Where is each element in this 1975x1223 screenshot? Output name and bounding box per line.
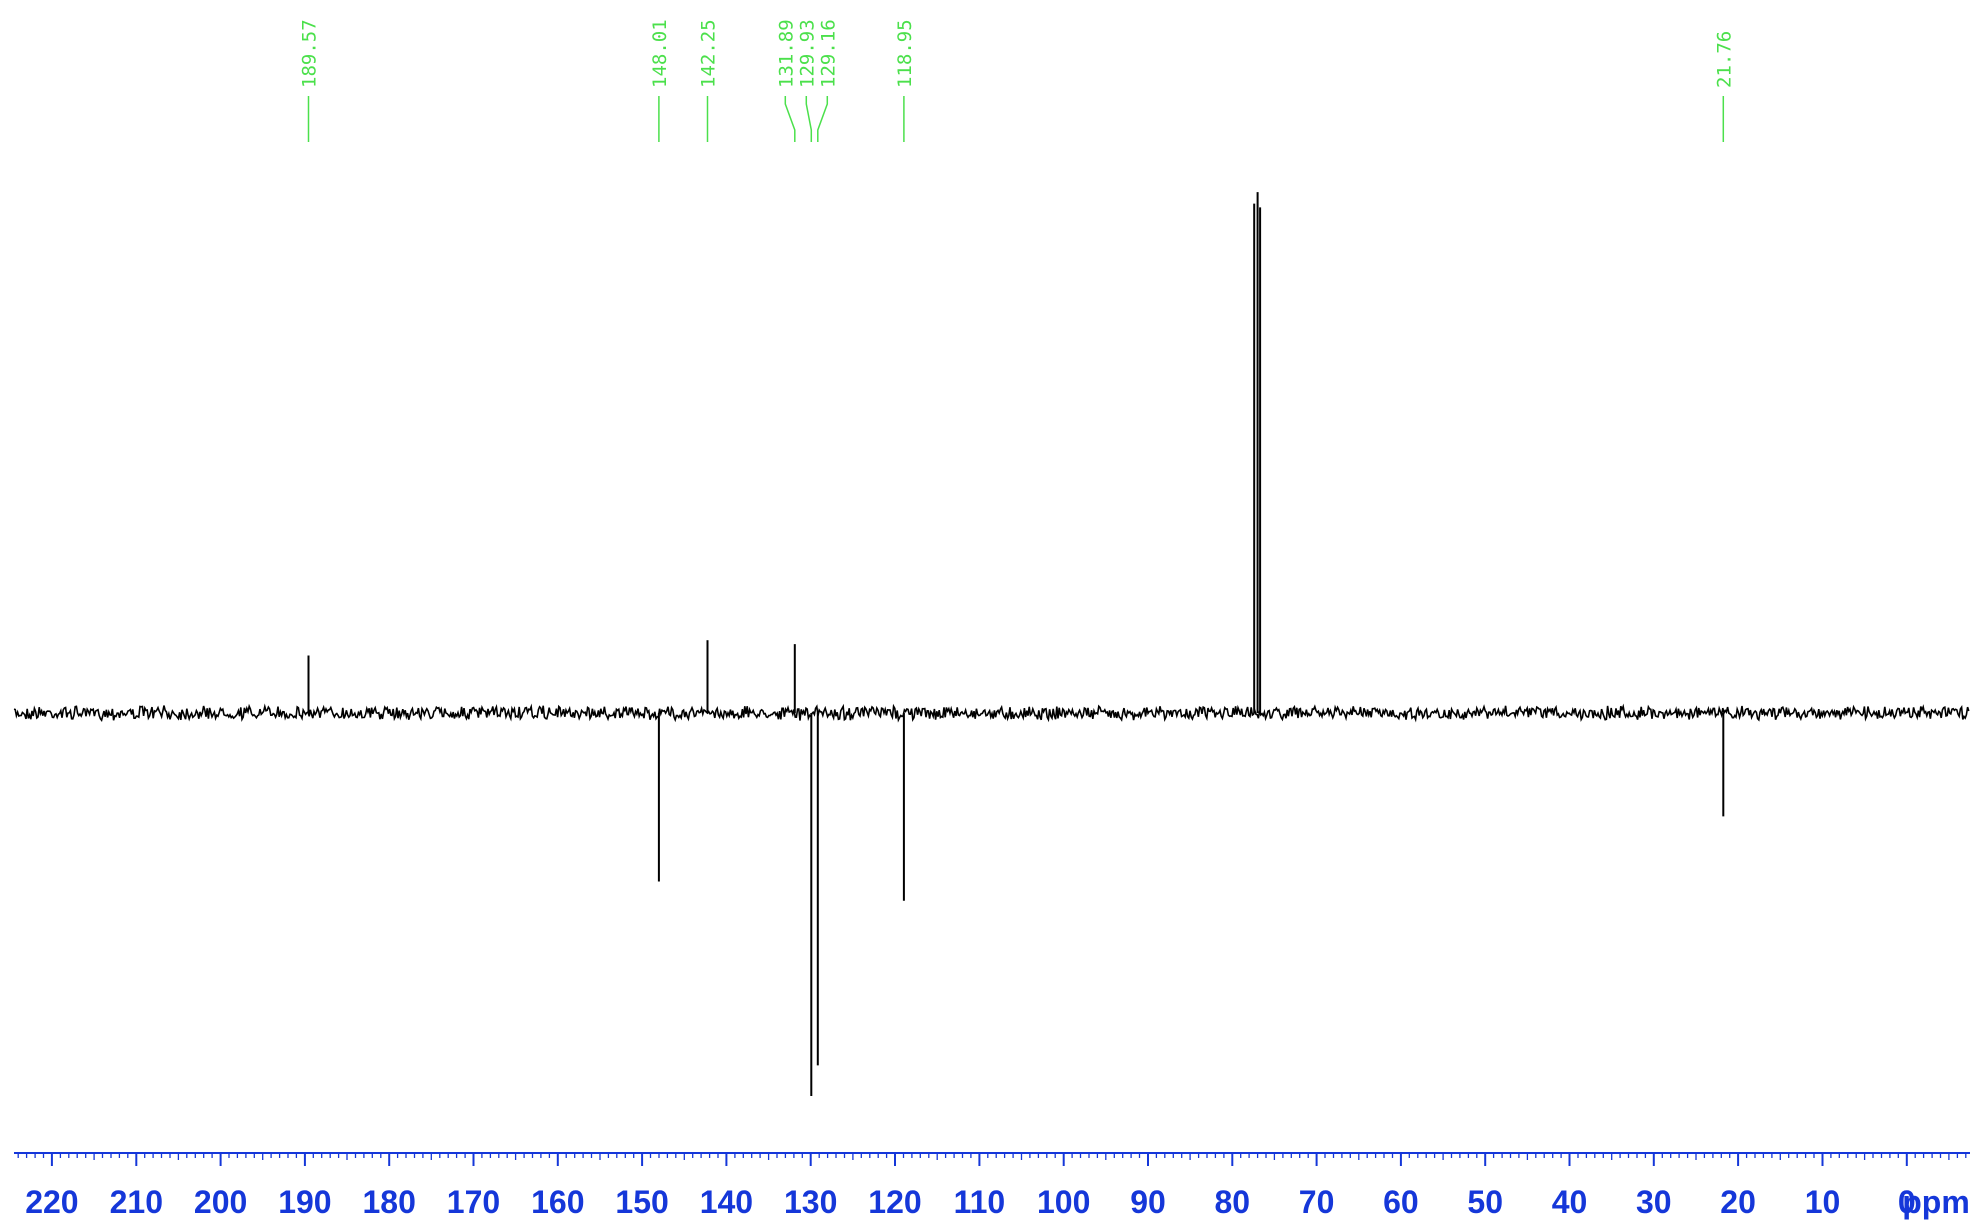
peak-label: 189.57 — [299, 19, 321, 142]
peak-label-text: 118.95 — [894, 19, 916, 88]
x-axis-tick-label: 190 — [278, 1184, 331, 1220]
peak-label-text: 131.89 — [775, 19, 797, 88]
x-axis-tick-label: 210 — [110, 1184, 163, 1220]
x-axis-tick-label: 50 — [1467, 1184, 1503, 1220]
peak-label: 129.16 — [817, 19, 839, 142]
x-axis-tick-label: 80 — [1215, 1184, 1251, 1220]
peak-label: 131.89 — [775, 19, 797, 142]
spectrum-trace-group — [13, 192, 1970, 1096]
x-axis-tick-label: 180 — [363, 1184, 416, 1220]
x-axis-tick-label: 60 — [1383, 1184, 1419, 1220]
peak-label-connector — [805, 96, 813, 142]
peak-label: 21.76 — [1713, 31, 1735, 142]
peak-label-connector — [784, 96, 796, 142]
x-axis-tick-label: 130 — [784, 1184, 837, 1220]
peak-label-text: 129.93 — [796, 19, 818, 88]
x-axis-unit-label: ppm — [1902, 1184, 1970, 1220]
x-axis-tick-label: 0 — [1898, 1184, 1916, 1220]
x-axis-tick-label: 100 — [1037, 1184, 1090, 1220]
minor-tick-group — [17, 1153, 1967, 1160]
x-axis-tick-label: 220 — [25, 1184, 78, 1220]
x-axis-tick-label: 170 — [447, 1184, 500, 1220]
peak-label: 118.95 — [894, 19, 916, 142]
x-axis-tick-label: 30 — [1636, 1184, 1672, 1220]
peak-label: 142.25 — [698, 19, 720, 142]
x-axis-tick-label: 70 — [1299, 1184, 1335, 1220]
peak-label-connector — [817, 96, 829, 142]
peak-label-text: 142.25 — [698, 19, 720, 88]
peak-label-text: 129.16 — [817, 19, 839, 88]
peak-label: 148.01 — [649, 19, 671, 142]
spectrum-baseline-trace — [13, 703, 1970, 723]
x-axis-tick-label: 110 — [954, 1184, 1006, 1220]
x-axis-tick-label: 140 — [700, 1184, 753, 1220]
major-tick-group — [50, 1153, 1908, 1166]
x-axis: 220 210 200 190 180 170 160 150 140 130 120 110 100 9… — [14, 1152, 1970, 1220]
peak-label-text: 189.57 — [299, 19, 321, 88]
peak-label-group: 189.57 148.01 142.25 131.89 129.93 129.16 118.… — [299, 19, 1735, 142]
tick-label-group: 220 210 200 190 180 170 160 150 140 130 120 110 100 9… — [25, 1184, 1915, 1220]
peak-label-text: 148.01 — [649, 19, 671, 88]
x-axis-tick-label: 10 — [1805, 1184, 1841, 1220]
x-axis-tick-label: 120 — [868, 1184, 921, 1220]
x-axis-tick-label: 40 — [1552, 1184, 1588, 1220]
peak-label-text: 21.76 — [1713, 31, 1735, 88]
x-axis-tick-label: 90 — [1130, 1184, 1166, 1220]
peak-label: 129.93 — [796, 19, 818, 142]
x-axis-tick-label: 20 — [1720, 1184, 1756, 1220]
x-axis-tick-label: 160 — [531, 1184, 584, 1220]
x-axis-tick-label: 150 — [615, 1184, 668, 1220]
x-axis-tick-label: 200 — [194, 1184, 247, 1220]
